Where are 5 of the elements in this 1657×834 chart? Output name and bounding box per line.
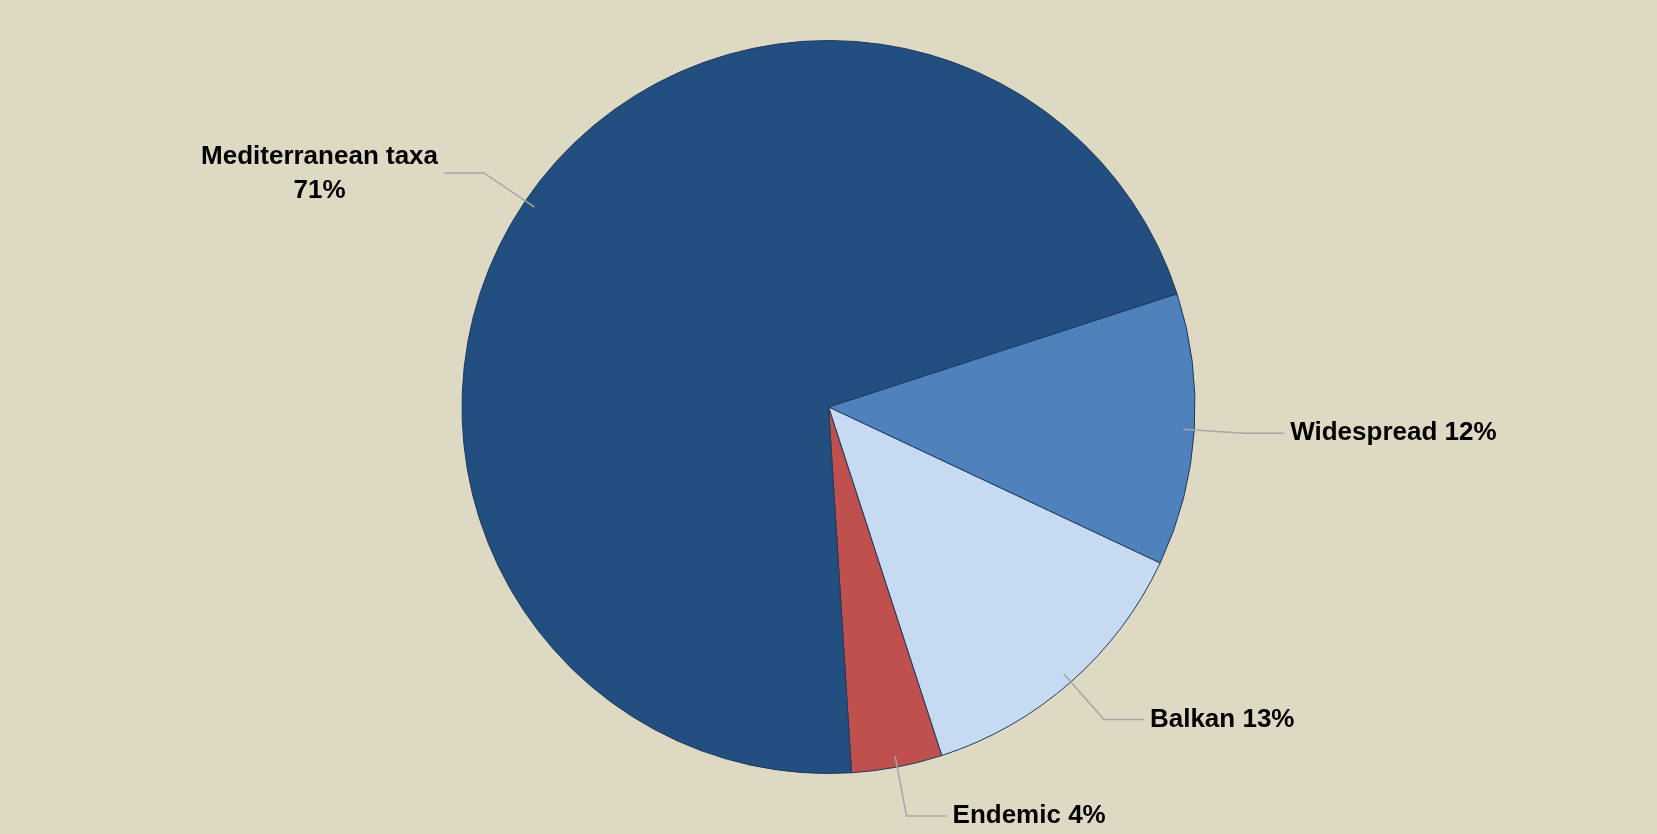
slice-label: Balkan 13% [1149, 702, 1295, 733]
data-label: 71% [293, 174, 346, 205]
slice-label: Mediterranean taxa [201, 140, 439, 171]
slice-label: Widespread 12% [1290, 416, 1497, 447]
slice-label: Endemic 4% [952, 799, 1106, 830]
